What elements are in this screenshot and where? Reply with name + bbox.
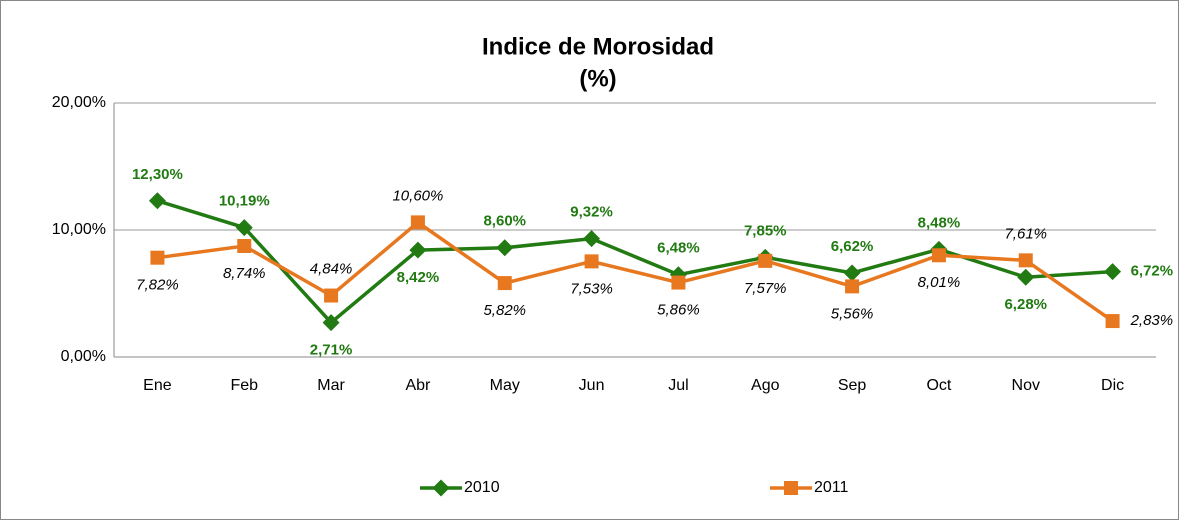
data-label: 6,62% xyxy=(831,238,874,255)
series-line xyxy=(157,220,1114,323)
x-tick-label: Jun xyxy=(579,377,605,394)
x-tick-label: Ago xyxy=(751,377,780,394)
marker xyxy=(148,192,166,210)
data-label: 12,30% xyxy=(132,166,183,183)
marker xyxy=(1018,253,1033,268)
x-tick-label: Ene xyxy=(143,377,172,394)
data-label: 7,53% xyxy=(570,280,613,297)
x-tick-label: Nov xyxy=(1012,377,1040,394)
y-tick-label: 10,00% xyxy=(52,221,106,238)
marker xyxy=(931,248,946,263)
data-label: 6,28% xyxy=(1004,296,1047,313)
legend-label: 2011 xyxy=(814,479,849,496)
data-label: 7,82% xyxy=(136,277,179,294)
chart-title: Indice de Morosidad xyxy=(482,33,714,60)
series-line xyxy=(156,199,1113,325)
data-label: 5,86% xyxy=(657,302,700,319)
marker xyxy=(322,314,340,332)
data-label: 4,84% xyxy=(310,261,353,278)
legend-label: 2010 xyxy=(464,479,500,496)
marker xyxy=(324,288,339,303)
legend-marker xyxy=(784,481,798,495)
data-label: 8,60% xyxy=(483,213,526,230)
x-tick-label: Mar xyxy=(317,377,345,394)
y-tick-label: 0,00% xyxy=(61,348,106,365)
data-label: 8,74% xyxy=(223,265,266,282)
marker xyxy=(410,215,425,230)
data-label: 7,57% xyxy=(744,280,787,297)
marker xyxy=(150,250,165,265)
data-label: 5,56% xyxy=(831,305,874,322)
x-tick-label: Sep xyxy=(838,377,867,394)
marker xyxy=(845,279,860,294)
x-tick-label: Oct xyxy=(926,377,951,394)
data-label: 7,61% xyxy=(1004,225,1047,242)
marker xyxy=(758,253,773,268)
y-tick-label: 20,00% xyxy=(52,94,106,111)
marker xyxy=(497,276,512,291)
data-label: 5,82% xyxy=(483,302,526,319)
marker xyxy=(237,239,252,254)
marker xyxy=(1105,314,1120,329)
marker xyxy=(843,264,861,282)
data-label: 6,72% xyxy=(1131,263,1174,280)
marker xyxy=(671,275,686,290)
data-label: 8,01% xyxy=(918,274,961,291)
data-label: 8,42% xyxy=(397,269,440,286)
marker xyxy=(583,230,601,248)
data-label: 10,19% xyxy=(219,193,270,210)
data-label: 2,83% xyxy=(1130,312,1174,329)
data-label: 2,71% xyxy=(310,342,353,359)
data-label: 6,48% xyxy=(657,240,700,257)
data-label: 8,48% xyxy=(918,214,961,231)
x-tick-label: Dic xyxy=(1101,377,1124,394)
x-tick-label: Abr xyxy=(405,377,431,394)
x-tick-label: May xyxy=(490,377,520,394)
marker xyxy=(235,219,253,237)
chart-subtitle: (%) xyxy=(579,65,616,92)
legend-marker xyxy=(432,479,450,497)
marker xyxy=(496,239,514,257)
x-tick-label: Jul xyxy=(668,377,688,394)
marker xyxy=(584,254,599,269)
data-label: 7,85% xyxy=(744,222,787,239)
x-tick-label: Feb xyxy=(230,377,258,394)
data-label: 10,60% xyxy=(392,187,443,204)
data-label: 9,32% xyxy=(570,204,613,221)
